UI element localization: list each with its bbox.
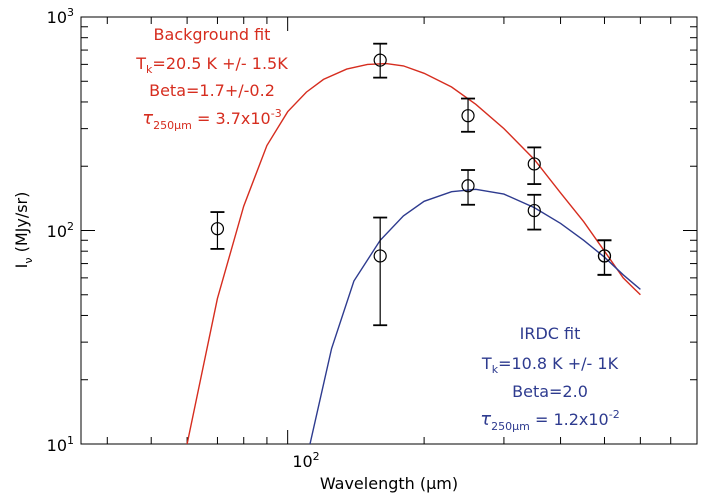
background-point-0 — [210, 222, 225, 236]
background-point-3 — [527, 157, 541, 171]
background-fit-beta: Beta=1.7+/-0.2 — [149, 81, 275, 100]
y-tick-label-1000: 103 — [47, 6, 74, 27]
irdc-fit-curve — [309, 188, 641, 444]
irdc-point-0 — [373, 249, 387, 263]
background-fit-curve — [186, 62, 641, 444]
background-fit-temperature: Tk=20.5 K +/- 1.5K — [135, 54, 288, 76]
y-axis-title: Iν (MJy/sr) — [12, 192, 35, 269]
background-point-1 — [373, 53, 387, 67]
background-point-2 — [461, 109, 475, 123]
background-fit-title: Background fit — [154, 25, 271, 44]
irdc-fit-annotation: IRDC fit Tk=10.8 K +/- 1K Beta=2.0 τ250μ… — [480, 324, 619, 433]
irdc-fit-beta: Beta=2.0 — [512, 382, 588, 401]
irdc-fit-tau: τ250μm = 1.2x10-2 — [480, 408, 619, 433]
irdc-fit-title: IRDC fit — [520, 324, 581, 343]
data-points — [210, 42, 612, 327]
y-tick-label-10: 101 — [47, 434, 74, 455]
x-tick-label-100: 102 — [292, 450, 319, 471]
axis-ticks — [81, 16, 698, 445]
irdc-point-2 — [527, 203, 541, 218]
irdc-point-1 — [461, 179, 475, 193]
x-axis-title: Wavelength (μm) — [320, 474, 458, 493]
background-fit-annotation: Background fit Tk=20.5 K +/- 1.5K Beta=1… — [135, 25, 288, 132]
irdc-fit-temperature: Tk=10.8 K +/- 1K — [481, 354, 619, 376]
background-fit-tau: τ250μm = 3.7x10-3 — [142, 107, 281, 132]
y-tick-label-100: 102 — [47, 220, 74, 241]
irdc-point-3 — [597, 249, 612, 263]
